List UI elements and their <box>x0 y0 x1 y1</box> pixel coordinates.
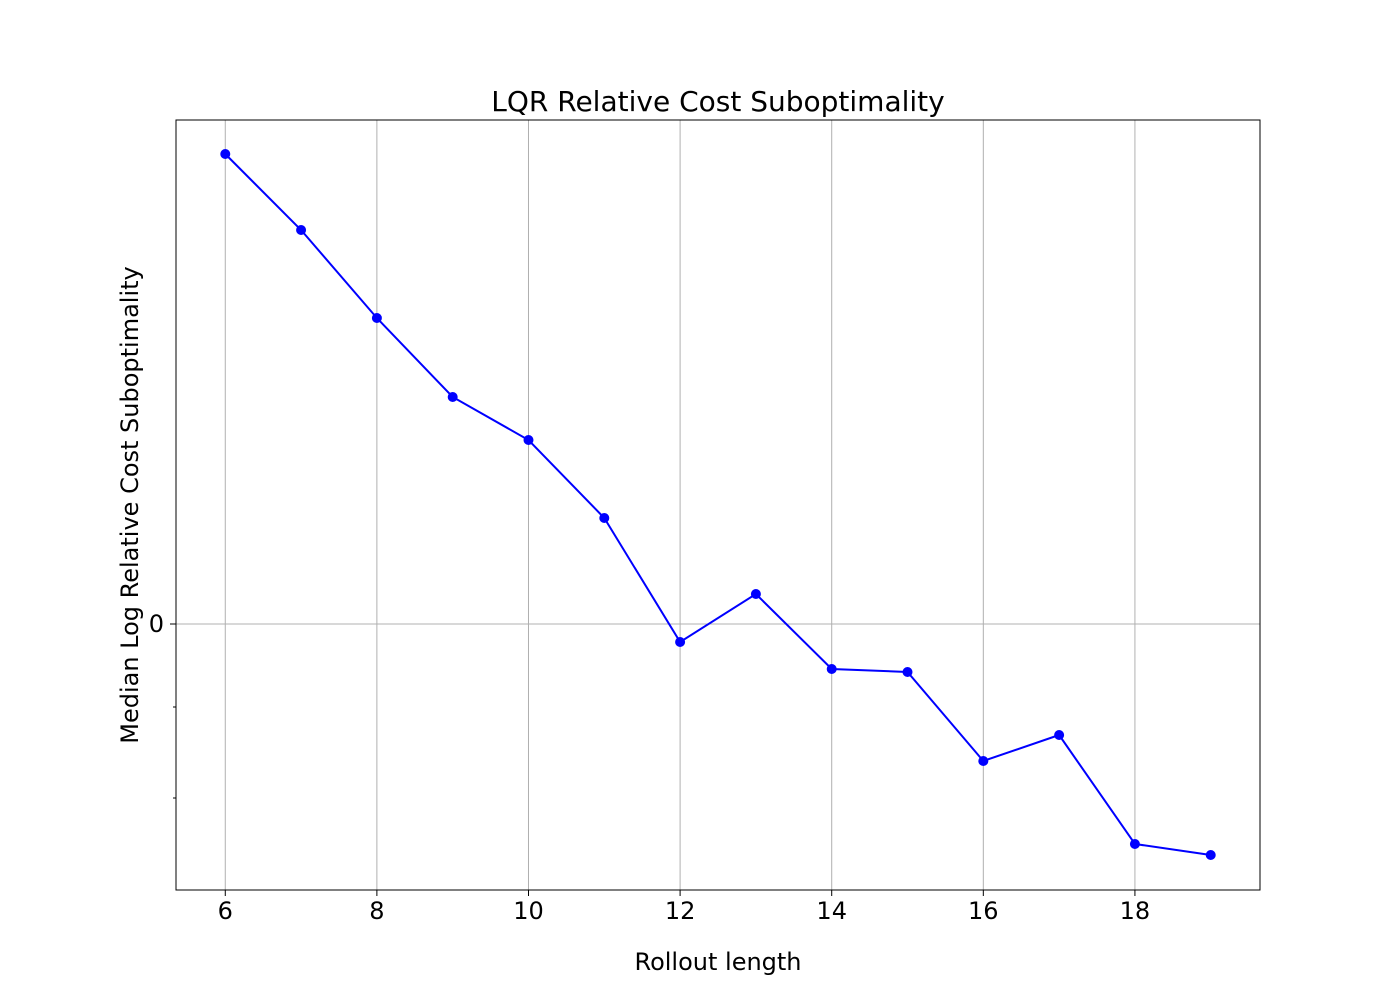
data-point <box>978 756 989 766</box>
data-point <box>599 513 610 523</box>
grid-lines <box>176 120 1260 890</box>
x-axis-label: Rollout length <box>634 948 801 976</box>
data-point <box>220 149 231 159</box>
series-line <box>224 153 1211 856</box>
x-tick-label: 10 <box>513 897 544 925</box>
data-point <box>1205 850 1216 860</box>
chart-title: LQR Relative Cost Suboptimality <box>491 85 944 118</box>
x-tick-label: 18 <box>1120 897 1151 925</box>
x-tick-label: 8 <box>369 897 384 925</box>
data-point <box>675 637 686 647</box>
y-tick-label: 0 <box>149 610 164 638</box>
data-point <box>750 589 761 599</box>
data-point <box>296 225 307 235</box>
data-point <box>826 664 837 674</box>
plot-area-frame <box>175 119 1261 891</box>
tick-layer: 6 8 10 12 14 16 18 0 <box>149 610 1150 925</box>
data-point <box>447 392 458 402</box>
x-tick-label: 14 <box>816 897 847 925</box>
data-point <box>1129 839 1140 849</box>
x-tick-label: 16 <box>968 897 999 925</box>
series-layer <box>220 149 1216 860</box>
y-axis-label: Median Log Relative Cost Suboptimality <box>116 266 144 744</box>
data-point <box>523 435 534 445</box>
data-point <box>902 667 913 677</box>
x-tick-label: 12 <box>665 897 696 925</box>
data-point <box>1054 730 1065 740</box>
data-point <box>371 313 382 323</box>
x-tick-label: 6 <box>218 897 233 925</box>
